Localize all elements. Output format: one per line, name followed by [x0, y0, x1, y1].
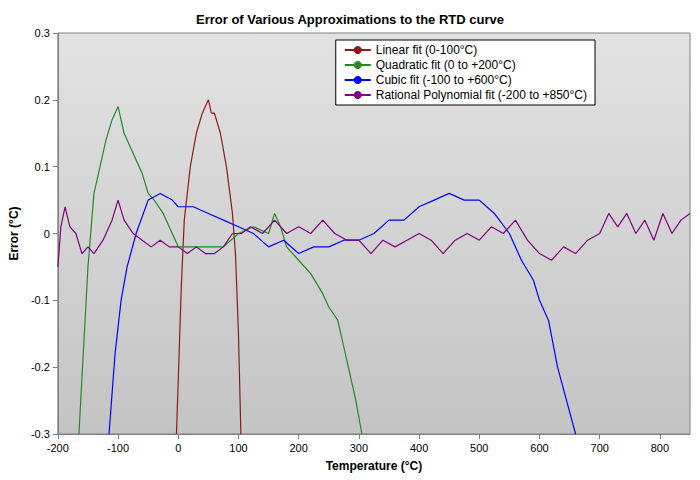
- svg-text:Error (°C): Error (°C): [7, 206, 21, 260]
- svg-text:0.1: 0.1: [35, 161, 50, 173]
- svg-text:0: 0: [44, 228, 50, 240]
- svg-text:Error of Various Approximation: Error of Various Approximations to the R…: [196, 12, 504, 27]
- svg-text:-100: -100: [107, 442, 129, 454]
- svg-text:300: 300: [350, 442, 368, 454]
- svg-text:Linear fit (0-100°C): Linear fit (0-100°C): [376, 43, 478, 57]
- svg-text:Quadratic fit (0 to +200°C): Quadratic fit (0 to +200°C): [376, 58, 516, 72]
- svg-text:200: 200: [289, 442, 307, 454]
- svg-text:Rational Polynomial fit (-200: Rational Polynomial fit (-200 to +850°C): [376, 88, 587, 102]
- svg-text:Cubic fit (-100 to +600°C): Cubic fit (-100 to +600°C): [376, 73, 512, 87]
- svg-text:700: 700: [591, 442, 609, 454]
- svg-text:400: 400: [410, 442, 428, 454]
- svg-text:500: 500: [470, 442, 488, 454]
- svg-text:-200: -200: [47, 442, 69, 454]
- svg-text:-0.3: -0.3: [31, 428, 50, 440]
- svg-text:0: 0: [175, 442, 181, 454]
- svg-text:-0.2: -0.2: [31, 361, 50, 373]
- svg-text:-0.1: -0.1: [31, 294, 50, 306]
- svg-text:Temperature (°C): Temperature (°C): [326, 459, 423, 473]
- svg-text:100: 100: [229, 442, 247, 454]
- svg-text:800: 800: [651, 442, 669, 454]
- svg-text:0.3: 0.3: [35, 27, 50, 39]
- svg-text:0.2: 0.2: [35, 94, 50, 106]
- svg-text:600: 600: [530, 442, 548, 454]
